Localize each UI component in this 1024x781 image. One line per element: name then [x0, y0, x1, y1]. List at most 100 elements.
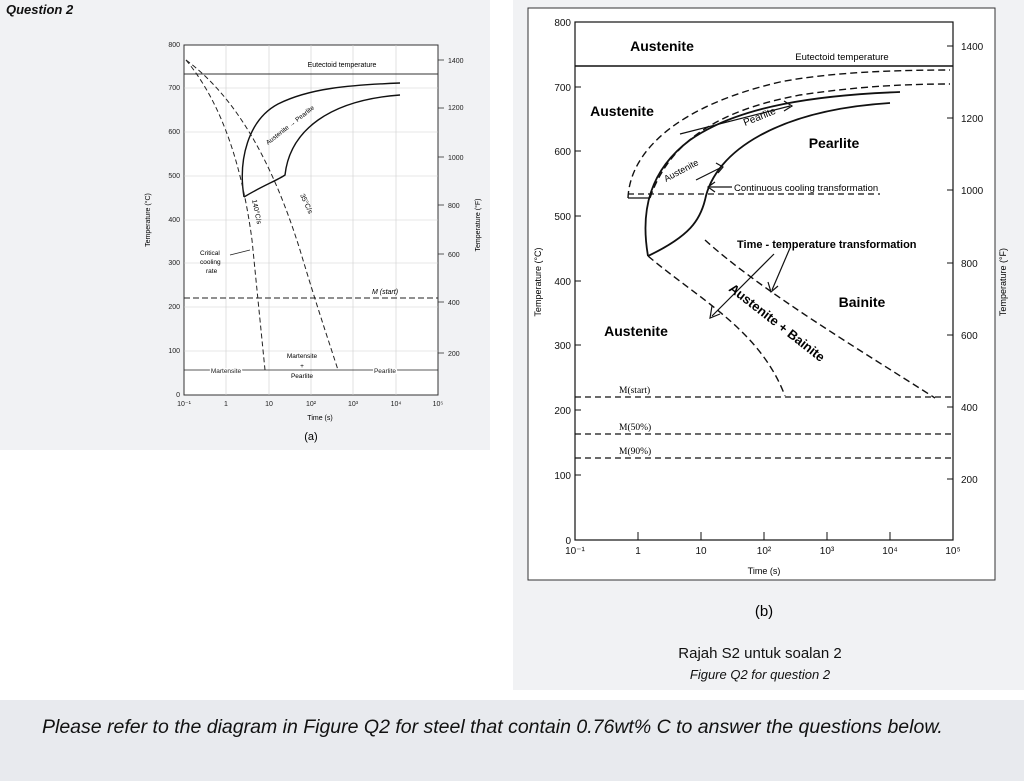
figure-b-plot-area: [574, 21, 954, 541]
figure-b-yf-tick: 1000: [961, 186, 984, 197]
figure-a-yc-tick: 800: [168, 42, 180, 49]
figure-a-y-label-c: Temperature (°C): [144, 193, 152, 247]
figure-a-yc-tick: 500: [168, 173, 180, 180]
figure-b-x-tick: 10⁵: [945, 546, 960, 557]
figure-b-pearlite-region: Pearlite: [809, 135, 860, 151]
figure-b-eutectoid-label: Eutectoid temperature: [795, 52, 888, 63]
figure-a-pearlite-label: Pearlite: [374, 368, 396, 375]
figure-a-critical-1: Critical: [200, 250, 220, 257]
figure-b-y-label-f: Temperature (°F): [998, 248, 1008, 316]
figure-b-yf-tick: 600: [961, 331, 978, 342]
figure-a-transformation-start-curve: [241, 82, 401, 198]
figure-a-yf-ticks: 200 400 600 800 1000 1200 1400: [448, 58, 464, 358]
figure-a-mstart-label: M (start): [372, 289, 398, 296]
figure-a-x-tick: 10⁻¹: [177, 401, 191, 408]
figure-b-x-label: Time (s): [748, 566, 781, 576]
figure-a-yc-tick: 0: [176, 392, 180, 399]
figure-a-yf-tick: 1200: [448, 105, 464, 112]
figure-a-35-curve: [185, 59, 339, 371]
figure-b-yc-tick: 800: [554, 18, 571, 29]
figure-b-yf-ticks: 200 400 600 800 1000 1200 1400: [961, 42, 984, 486]
figure-b-cct-end-curve: [649, 83, 951, 199]
figure-a-eutectoid-label: Eutectoid temperature: [308, 62, 377, 69]
figure-b-cct-start-curve: [627, 69, 951, 199]
figure-b-m50-label: M(50%): [619, 422, 651, 433]
figure-a-yf-tick: 800: [448, 203, 460, 210]
figure-b-label: (b): [755, 603, 773, 620]
figure-b-m90-label: M(90%): [619, 446, 651, 457]
figure-b: 10⁻¹ 1 10 10² 10³ 10⁴ 10⁵ 0 100 200 300 …: [527, 7, 1008, 620]
figure-a-yf-tickmarks: [438, 59, 444, 354]
figure-b-yc-tick: 600: [554, 147, 571, 158]
figure-a-mp-2: +: [300, 363, 304, 370]
figure-a-yc-ticks: 0 100 200 300 400 500 600 700 800: [168, 42, 180, 399]
figure-a-mp-3: Pearlite: [291, 373, 313, 380]
figure-b-ttt-end-curve: [647, 102, 891, 257]
figure-b-yc-tick: 700: [554, 83, 571, 94]
figure-b-yc-tick: 400: [554, 277, 571, 288]
figure-a-critical-2: cooling: [200, 259, 221, 266]
figure-b-yf-tick: 200: [961, 475, 978, 486]
figure-a-yf-tick: 1000: [448, 155, 464, 162]
figure-a-transformation-end-curve: [243, 94, 401, 198]
figure-b-ttt-label: Time - temperature transformation: [737, 239, 917, 251]
figure-b-yc-tick: 500: [554, 212, 571, 223]
figure-a-yc-tick: 400: [168, 217, 180, 224]
figure-b-x-tick: 1: [635, 546, 641, 557]
figure-b-mstart-label: M(start): [619, 385, 650, 396]
figure-b-yf-tick: 1400: [961, 42, 984, 53]
figure-a-x-label: Time (s): [307, 415, 332, 422]
figure-b-yc-ticks: 0 100 200 300 400 500 600 700 800: [554, 18, 571, 547]
figure-b-x-ticks: 10⁻¹ 1 10 10² 10³ 10⁴ 10⁵: [565, 546, 961, 557]
instruction-text: Please refer to the diagram in Figure Q2…: [42, 716, 943, 738]
figure-a-critical-3: rate: [206, 268, 218, 275]
figure-b-yf-tick: 1200: [961, 114, 984, 125]
figure-b-x-tick: 10: [695, 546, 707, 557]
figure-b-yc-tick: 0: [565, 536, 571, 547]
figure-b-arrows: [679, 100, 794, 319]
figure-a-yf-tick: 600: [448, 252, 460, 259]
figure-b-yc-tick: 200: [554, 406, 571, 417]
figure-a-yc-tick: 100: [168, 348, 180, 355]
figure-a-x-tick: 10⁴: [391, 401, 402, 408]
figure-a-critical-arrow: [229, 249, 251, 256]
figure-b-yf-tick: 800: [961, 259, 978, 270]
figure-b-yc-tick: 300: [554, 341, 571, 352]
figure-a-140-curve: [185, 59, 266, 371]
figure-b-austenite-top: Austenite: [630, 38, 694, 54]
figure-b-x-tick: 10⁴: [882, 546, 897, 557]
figure-b-x-tick: 10³: [820, 546, 835, 557]
figure-b-x-tick: 10²: [757, 546, 772, 557]
instruction-band: [0, 700, 1024, 781]
question-title: Question 2: [6, 2, 74, 17]
figure-b-yc-tick: 100: [554, 471, 571, 482]
figure-b-cct-label: Continuous cooling transformation: [734, 183, 878, 194]
figure-a-y-label-f: Temperature (°F): [474, 199, 482, 252]
figure-a-mp-1: Martensite: [287, 353, 318, 360]
figure-a-x-ticks: 10⁻¹ 1 10 10² 10³ 10⁴ 10⁵: [177, 401, 443, 408]
figure-a-x-tick: 10: [265, 401, 273, 408]
figure-b-bainite-start-curve: [647, 255, 786, 397]
figure-a-label: (a): [304, 431, 317, 443]
figure-b-austenite-mid: Austenite: [590, 103, 654, 119]
figure-b-x-tick: 10⁻¹: [565, 546, 585, 557]
figure-b-austenite-low: Austenite: [604, 323, 668, 339]
figure-a-x-tick: 10⁵: [433, 401, 444, 408]
caption-malay: Rajah S2 untuk soalan 2: [678, 645, 842, 662]
figure-a-yf-tick: 400: [448, 300, 460, 307]
caption-english: Figure Q2 for question 2: [689, 667, 831, 682]
figure-b-bainite-end-curve: [704, 239, 936, 399]
figure-a-yf-tick: 200: [448, 351, 460, 358]
figure-b-y-label-c: Temperature (°C): [533, 247, 543, 316]
figure-a-yf-tick: 1400: [448, 58, 464, 65]
figure-a-yc-tick: 300: [168, 260, 180, 267]
figure-a: 10⁻¹ 1 10 10² 10³ 10⁴ 10⁵ 0 100 200 300 …: [144, 42, 482, 443]
figure-a-yc-tick: 200: [168, 304, 180, 311]
figure-b-ttt-start-curve: [644, 91, 901, 257]
figure-b-yf-tick: 400: [961, 403, 978, 414]
figure-a-yc-tick: 600: [168, 129, 180, 136]
figure-a-yc-tick: 700: [168, 85, 180, 92]
figure-b-tickmarks: [575, 45, 953, 540]
figure-a-martensite-label: Martensite: [211, 368, 242, 375]
